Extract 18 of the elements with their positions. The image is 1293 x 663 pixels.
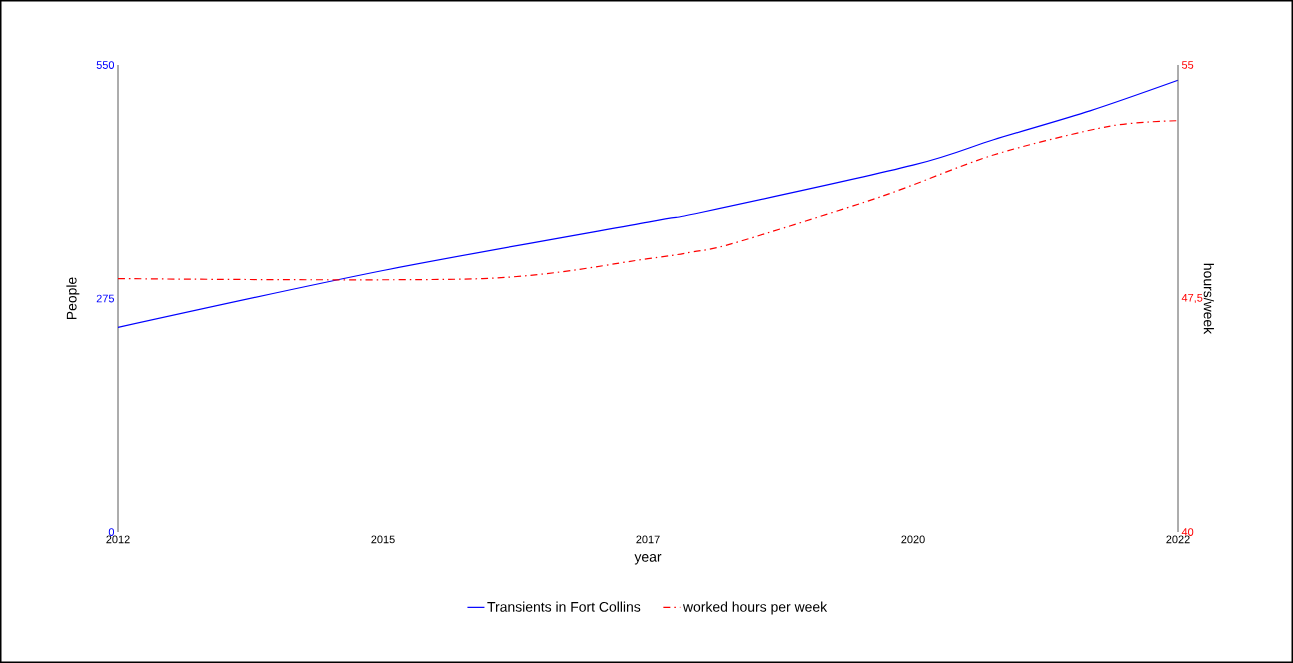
y2-tick-label: 40 [1181,528,1194,536]
y-tick-label: 275 [96,294,115,303]
y2-axis-title: hours/week [1203,263,1214,335]
x-axis-title: year [634,554,662,565]
y-axis-title: People [66,277,80,320]
line-series [117,79,1179,328]
y2-tick-label: 47,5 [1181,294,1203,303]
y2-tick-label: 55 [1181,61,1194,69]
legend-label: worked hours per week [682,601,828,615]
y-tick-label: 550 [96,61,115,69]
x-tick-label: 2020 [901,535,925,544]
x-tick-label: 2015 [371,535,395,544]
y-tick-label: 0 [108,528,115,536]
x-tick-label: 2022 [1166,535,1190,544]
legend-label: Transients in Fort Collins [487,601,641,612]
x-tick-label: 2017 [636,535,660,544]
x-tick-label: 2012 [106,535,130,544]
line-series [117,120,1179,281]
